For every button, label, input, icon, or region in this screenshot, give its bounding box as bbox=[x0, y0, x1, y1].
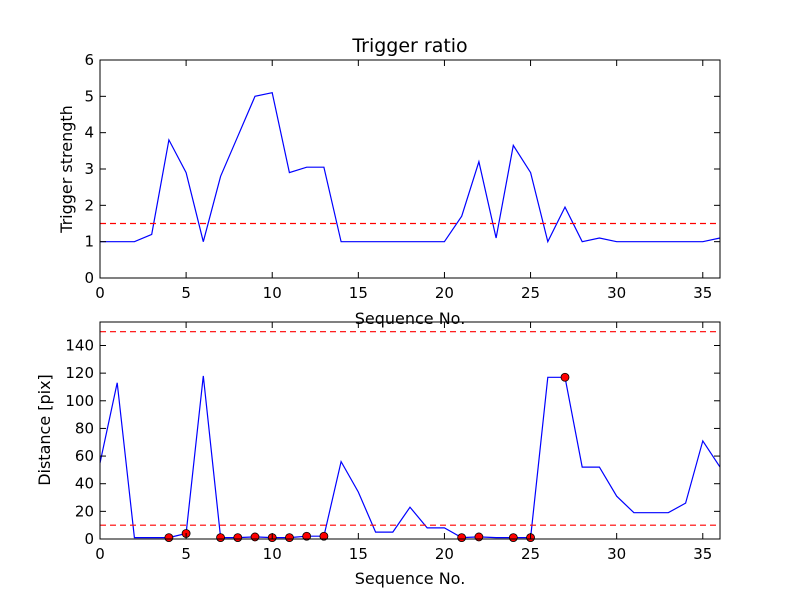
bottom-y-tick-label: 0 bbox=[84, 530, 94, 548]
bottom-y-tick-label: 140 bbox=[65, 336, 94, 354]
top-series-line-0 bbox=[100, 91, 721, 244]
top-y-tick-label: 1 bbox=[84, 233, 94, 251]
bottom-y-tick-label: 100 bbox=[65, 392, 94, 410]
bottom-marker-point bbox=[285, 533, 294, 543]
top-x-tick-label: 30 bbox=[607, 284, 626, 302]
bottom-marker-point bbox=[233, 533, 243, 543]
bottom-x-tick-label: 20 bbox=[435, 545, 454, 563]
top-y-tick-label: 2 bbox=[84, 196, 94, 214]
bottom-marker-point bbox=[164, 533, 174, 543]
bottom-chart-ylabel: Distance [pix] bbox=[35, 374, 54, 486]
bottom-y-tick-label: 60 bbox=[75, 447, 94, 465]
bottom-y-tick-label: 40 bbox=[75, 475, 94, 493]
bottom-marker-point bbox=[216, 533, 225, 543]
top-chart-xlabel: Sequence No. bbox=[355, 309, 466, 328]
bottom-marker-point bbox=[250, 532, 260, 542]
bottom-x-tick-label: 35 bbox=[693, 545, 712, 563]
top-x-tick-label: 20 bbox=[435, 284, 454, 302]
bottom-chart-xlabel: Sequence No. bbox=[355, 569, 466, 588]
bottom-x-tick-label: 5 bbox=[181, 545, 191, 563]
top-y-tick-label: 3 bbox=[84, 160, 94, 178]
top-x-tick-label: 35 bbox=[693, 284, 712, 302]
bottom-x-tick-label: 30 bbox=[607, 545, 626, 563]
top-y-tick-label: 5 bbox=[84, 87, 94, 105]
bottom-series-line-0 bbox=[99, 375, 721, 539]
bottom-y-tick-label: 20 bbox=[75, 502, 94, 520]
bottom-chart: 0 5 10 15 20 25 30 35 0 20 40 60 80 100 120 140 Sequenc… bbox=[35, 321, 721, 588]
top-chart-axes: 0 5 10 15 20 25 30 35 0 1 2 3 4 5 6 bbox=[84, 51, 720, 302]
bottom-marker-point bbox=[457, 533, 467, 543]
bottom-x-tick-label: 10 bbox=[263, 545, 282, 563]
bottom-y-tick-label: 120 bbox=[65, 364, 94, 382]
top-chart-title: Trigger ratio bbox=[351, 35, 467, 57]
bottom-y-tick-label: 80 bbox=[75, 419, 94, 437]
bottom-x-tick-label: 15 bbox=[349, 545, 368, 563]
bottom-marker-point bbox=[302, 531, 312, 541]
bottom-marker-point bbox=[508, 533, 518, 543]
bottom-chart-frame bbox=[99, 321, 721, 540]
top-x-tick-label: 0 bbox=[95, 284, 105, 302]
top-y-tick-label: 0 bbox=[84, 269, 94, 287]
bottom-marker-point bbox=[474, 532, 484, 542]
top-y-tick-label: 4 bbox=[84, 124, 94, 142]
top-x-tick-label: 15 bbox=[349, 284, 368, 302]
bottom-chart-marks bbox=[99, 331, 721, 543]
bottom-x-tick-label: 25 bbox=[521, 545, 540, 563]
bottom-marker-point bbox=[319, 531, 329, 541]
top-x-tick-label: 5 bbox=[181, 284, 191, 302]
top-chart-frame bbox=[99, 59, 721, 279]
bottom-x-tick-label: 0 bbox=[95, 545, 105, 563]
bottom-chart-axes: 0 5 10 15 20 25 30 35 0 20 40 60 80 100 120 140 bbox=[65, 322, 720, 563]
top-y-tick-label: 6 bbox=[84, 51, 94, 69]
bottom-marker-point bbox=[560, 372, 570, 382]
top-chart-marks bbox=[100, 91, 721, 244]
top-x-tick-label: 25 bbox=[521, 284, 540, 302]
top-x-tick-label: 10 bbox=[263, 284, 282, 302]
top-chart-ylabel: Trigger strength bbox=[57, 105, 76, 234]
top-chart: Trigger ratio 0 5 10 15 20 25 30 35 0 1 2 3 4 5 6 Sequ… bbox=[57, 35, 721, 328]
